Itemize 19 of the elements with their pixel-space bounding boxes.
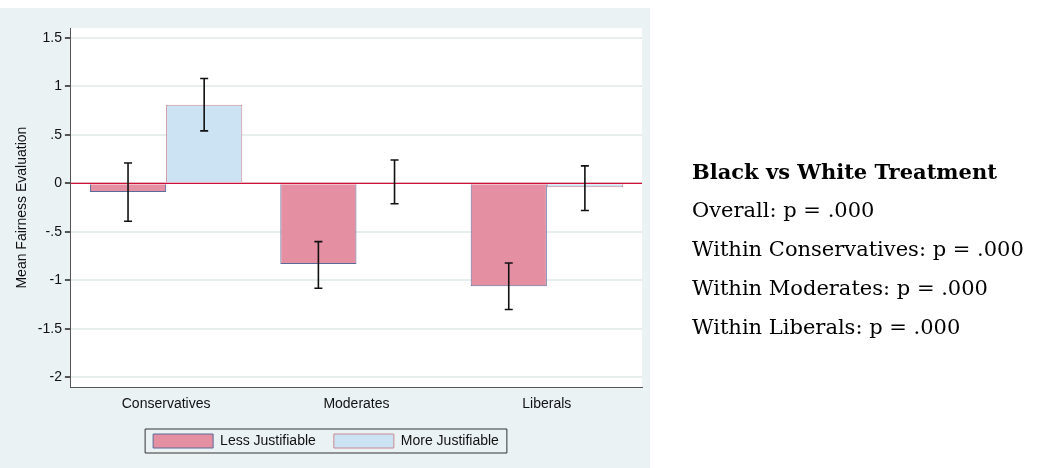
y-tick-label: -.5: [45, 222, 63, 239]
y-tick-label: .5: [50, 125, 63, 142]
text: Within Moderates: p = .000: [692, 275, 989, 302]
legend-label: More Justifiable: [400, 431, 500, 448]
x-tick-label: Conservatives: [121, 395, 211, 412]
text: Black vs White Treatment: [692, 158, 998, 186]
y-tick-label: -1.5: [37, 319, 63, 336]
y-tick-label: 0: [54, 174, 63, 191]
text: Within Liberals: p = .000: [692, 314, 962, 341]
y-tick-label: -1: [49, 271, 63, 288]
y-tick-label: -2: [49, 368, 63, 385]
legend-label: Less Justifiable: [220, 431, 317, 448]
text: Overall: p = .000: [692, 197, 876, 224]
text: Within Conservatives: p = .000: [692, 236, 1024, 263]
x-tick-label: Moderates: [323, 395, 390, 412]
y-tick-label: 1.5: [42, 28, 63, 45]
y-tick-label: 1: [54, 77, 63, 94]
y-axis-title: Mean Fairness Evaluation: [13, 126, 30, 289]
x-tick-label: Liberals: [522, 395, 572, 412]
